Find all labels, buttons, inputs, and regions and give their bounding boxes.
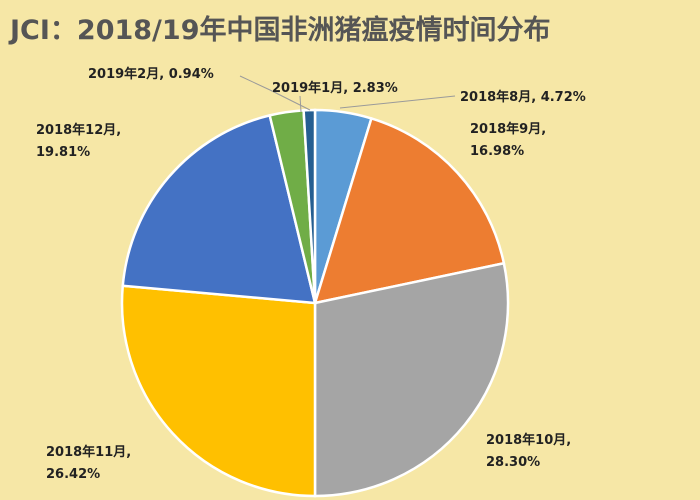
pie-slice — [120, 284, 317, 498]
leader-line — [299, 95, 302, 113]
pie-slice — [313, 116, 506, 305]
data-label: 2018年12月, 19.81% — [36, 122, 121, 160]
leader-line — [339, 95, 456, 109]
leader-line — [239, 75, 311, 111]
data-label: 2019年1月, 2.83% — [272, 80, 398, 96]
data-label: 2018年11月, 26.42% — [46, 444, 131, 482]
pie-slice — [313, 261, 510, 498]
chart-title: JCI：2018/19年中国非洲猪瘟疫情时间分布 — [10, 15, 551, 46]
data-label: 2018年10月, 28.30% — [486, 432, 571, 470]
data-label: 2018年9月, 16.98% — [470, 121, 546, 159]
pie-slice — [121, 113, 317, 305]
data-label: 2018年8月, 4.72% — [460, 89, 586, 105]
data-label: 2019年2月, 0.94% — [88, 66, 214, 82]
